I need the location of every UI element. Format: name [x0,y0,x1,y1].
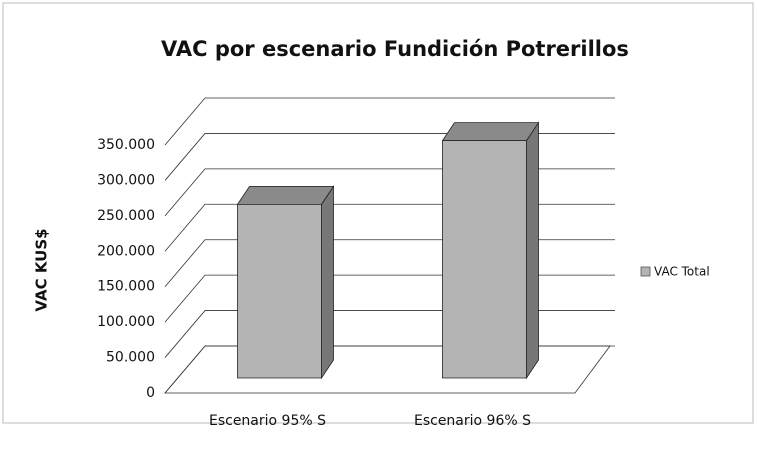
legend-label: VAC Total [654,265,710,279]
bar-front [442,140,527,379]
bar-side [321,185,334,380]
y-tick-label: 100.000 [97,314,155,330]
bar-top [236,185,335,205]
bar-top [441,122,540,142]
x-tick-label: Escenario 96% S [414,413,531,429]
x-tick-label: Escenario 95% S [209,413,326,429]
y-tick-label: 250.000 [97,208,155,224]
y-tick-label: 0 [146,385,155,401]
legend-swatch [640,266,651,277]
chart-frame [2,2,754,424]
bar-front [237,203,322,379]
bar [236,185,335,380]
y-axis-title: VAC KUS$ [33,228,51,311]
bar [441,121,540,380]
y-tick-label: 350.000 [97,137,155,153]
grid-line [164,97,615,146]
y-tick-label: 300.000 [97,172,155,188]
y-tick-label: 150.000 [97,279,155,295]
chart-title: VAC por escenario Fundición Potrerillos [161,37,629,61]
y-tick-label: 50.000 [106,350,155,366]
bar-side [526,121,539,380]
y-tick-label: 200.000 [97,243,155,259]
